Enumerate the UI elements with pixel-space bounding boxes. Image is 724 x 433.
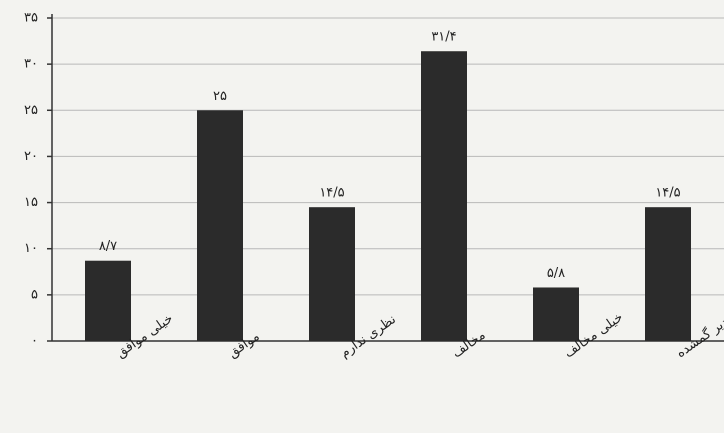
value-label: ۲۵	[213, 89, 227, 104]
value-label: ۸/۷	[99, 239, 117, 254]
y-tick-label: ۳۰	[24, 57, 38, 72]
value-label: ۱۴/۵	[655, 186, 680, 201]
y-tick-label: ۲۵	[24, 103, 38, 118]
value-label: ۳۱/۴	[431, 30, 456, 45]
y-tick-label: ۰	[31, 334, 38, 349]
bar	[421, 51, 467, 341]
y-tick-label: ۲۰	[24, 149, 38, 164]
y-tick-label: ۵	[31, 287, 38, 302]
value-label: ۱۴/۵	[319, 186, 344, 201]
y-tick-label: ۱۰	[24, 241, 38, 256]
value-label: ۵/۸	[547, 266, 565, 281]
bar	[197, 110, 243, 342]
y-tick-label: ۳۵	[24, 11, 38, 26]
y-tick-label: ۱۵	[24, 195, 38, 210]
bar	[309, 207, 355, 341]
bar	[533, 287, 579, 341]
bar	[645, 207, 691, 341]
bar	[85, 260, 131, 341]
